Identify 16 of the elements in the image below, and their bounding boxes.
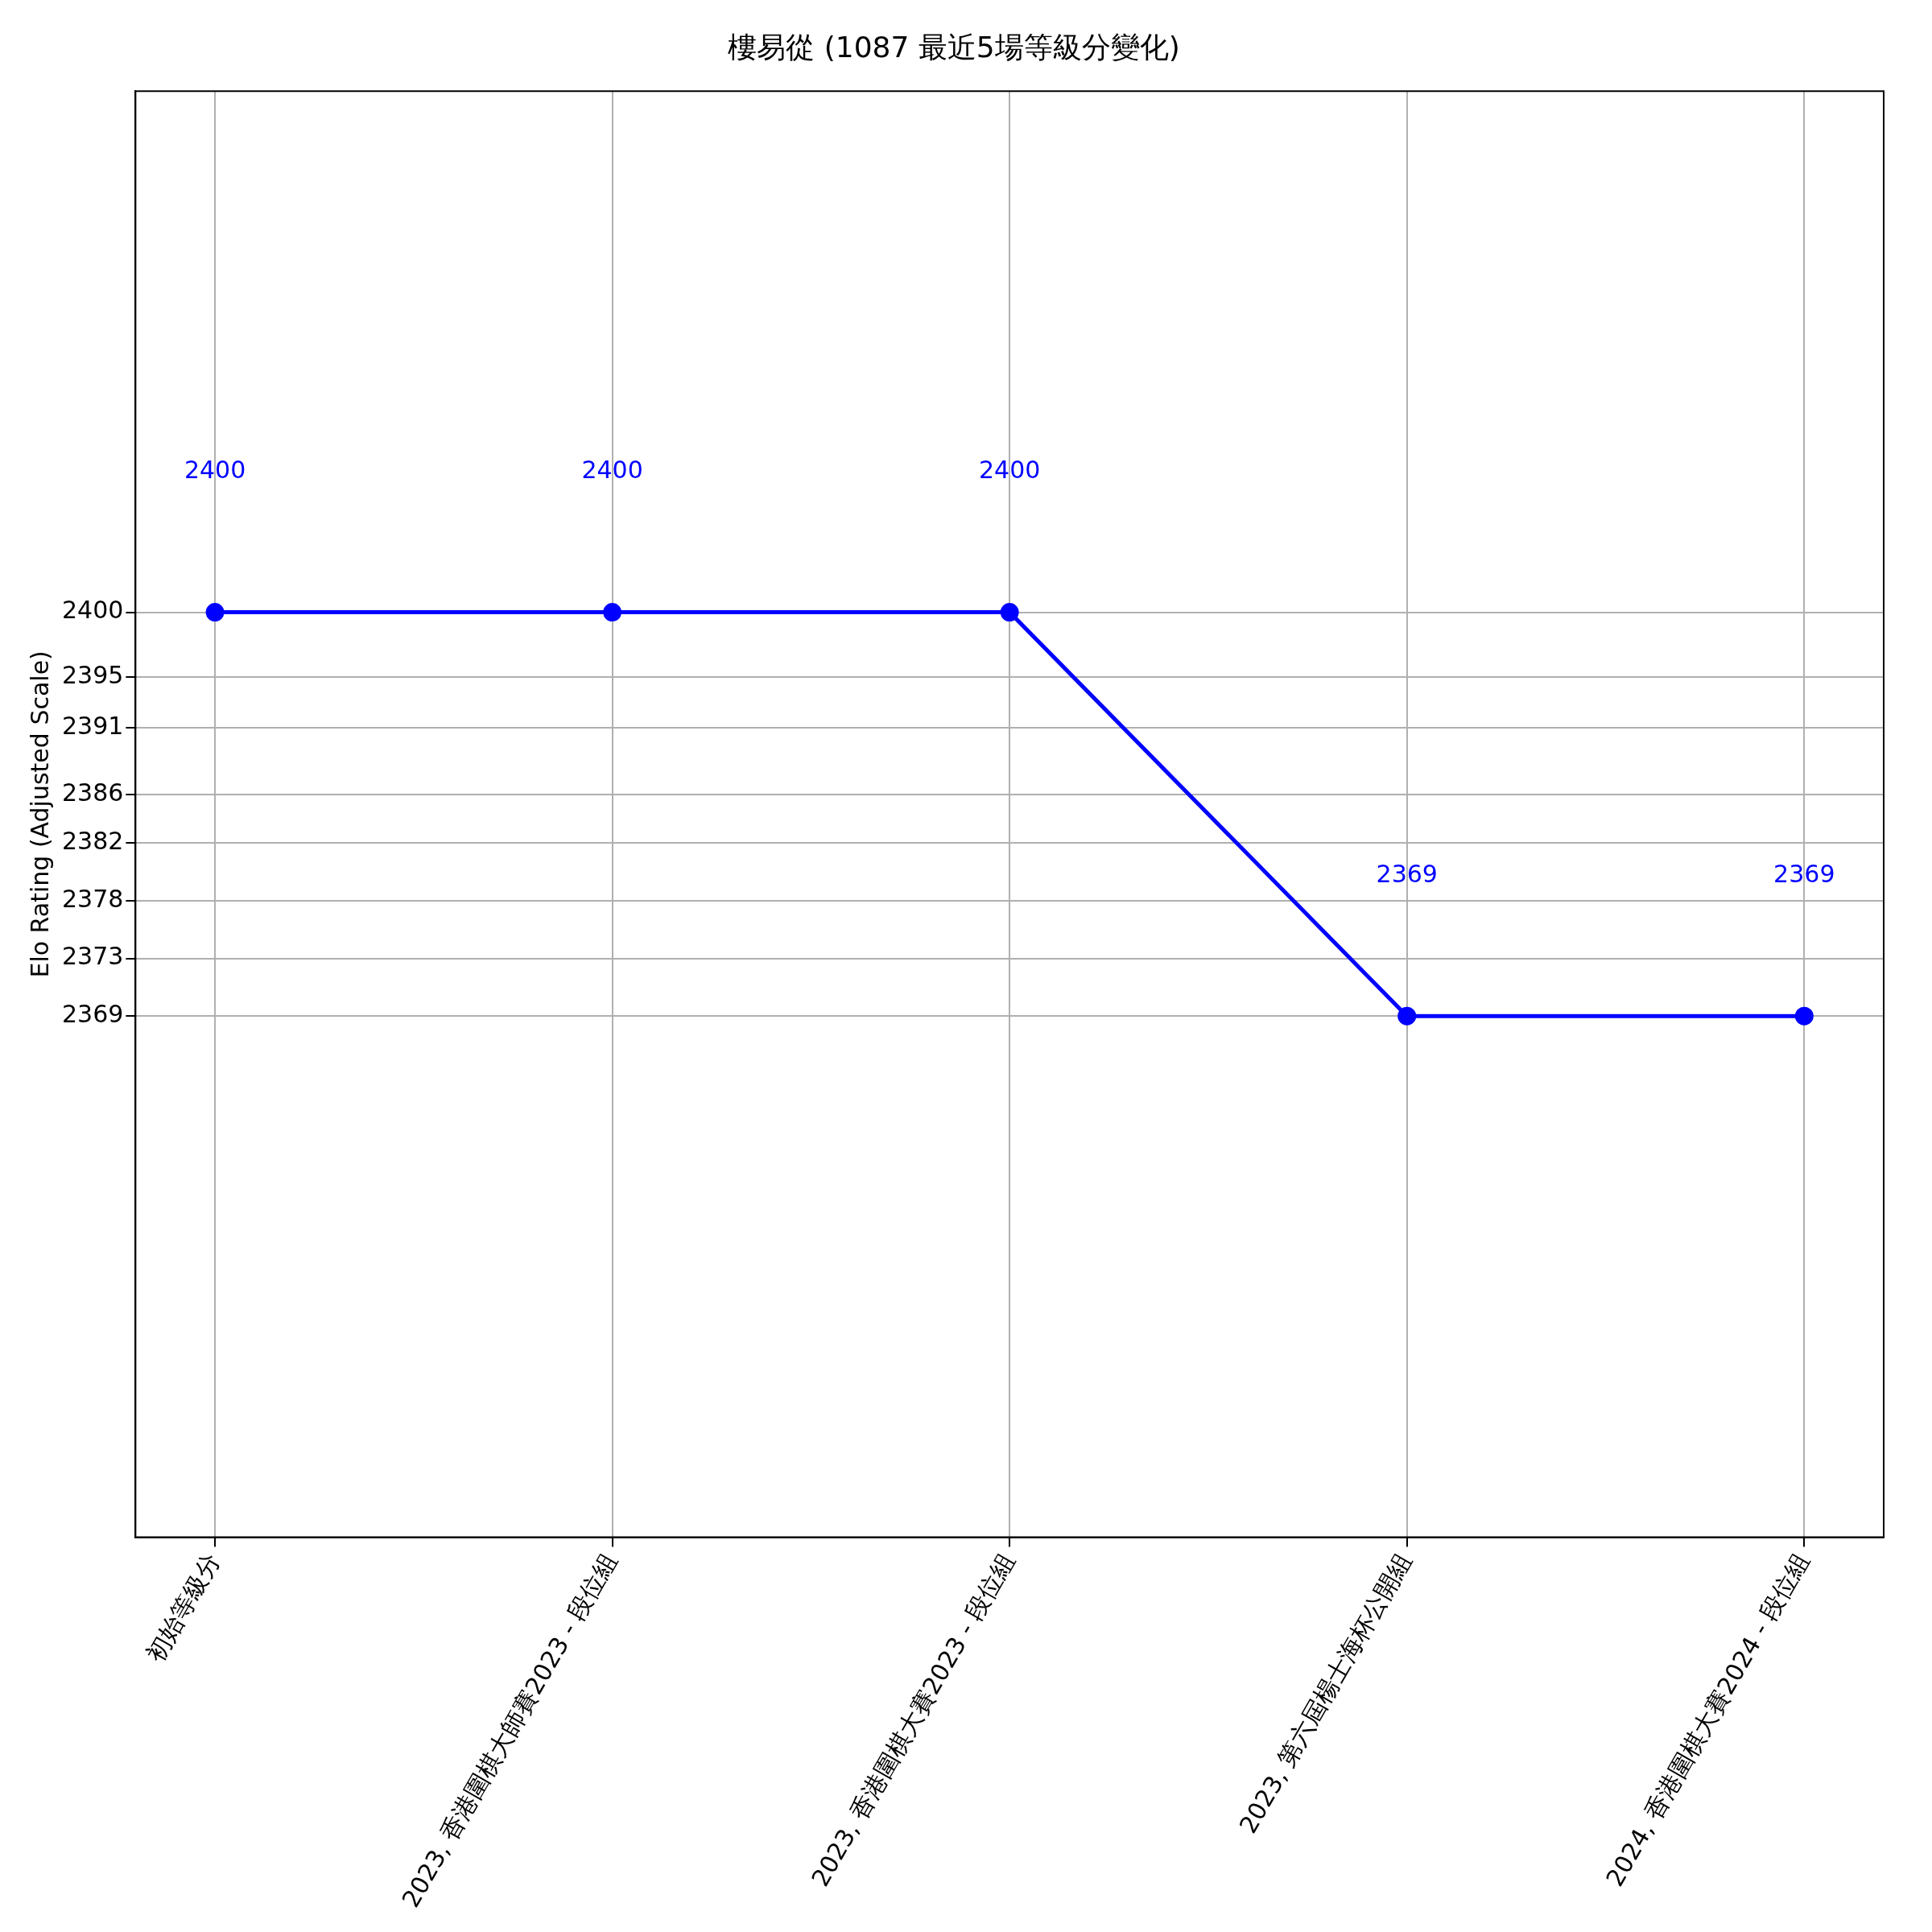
x-tick-label: 初始等級分	[140, 1548, 225, 1667]
y-tick-label: 2391	[61, 711, 124, 740]
y-tick-label: 2395	[61, 661, 124, 690]
y-tick-label: 2369	[61, 1000, 124, 1029]
y-tick-label: 2382	[61, 826, 124, 855]
chart-title: 樓易從 (1087 最近5場等級分變化)	[728, 30, 1180, 64]
y-axis-title: Elo Rating (Adjusted Scale)	[25, 650, 54, 978]
y-tick-label: 2378	[61, 884, 124, 913]
annotation: 2400	[581, 456, 643, 485]
annotation: 2400	[184, 456, 246, 485]
y-tick-label: 2386	[61, 778, 124, 807]
annotation: 2369	[1376, 860, 1438, 889]
y-tick-label: 2400	[61, 596, 124, 625]
annotation: 2400	[978, 456, 1041, 485]
y-tick-label: 2373	[61, 942, 124, 971]
annotation: 2369	[1773, 860, 1835, 889]
